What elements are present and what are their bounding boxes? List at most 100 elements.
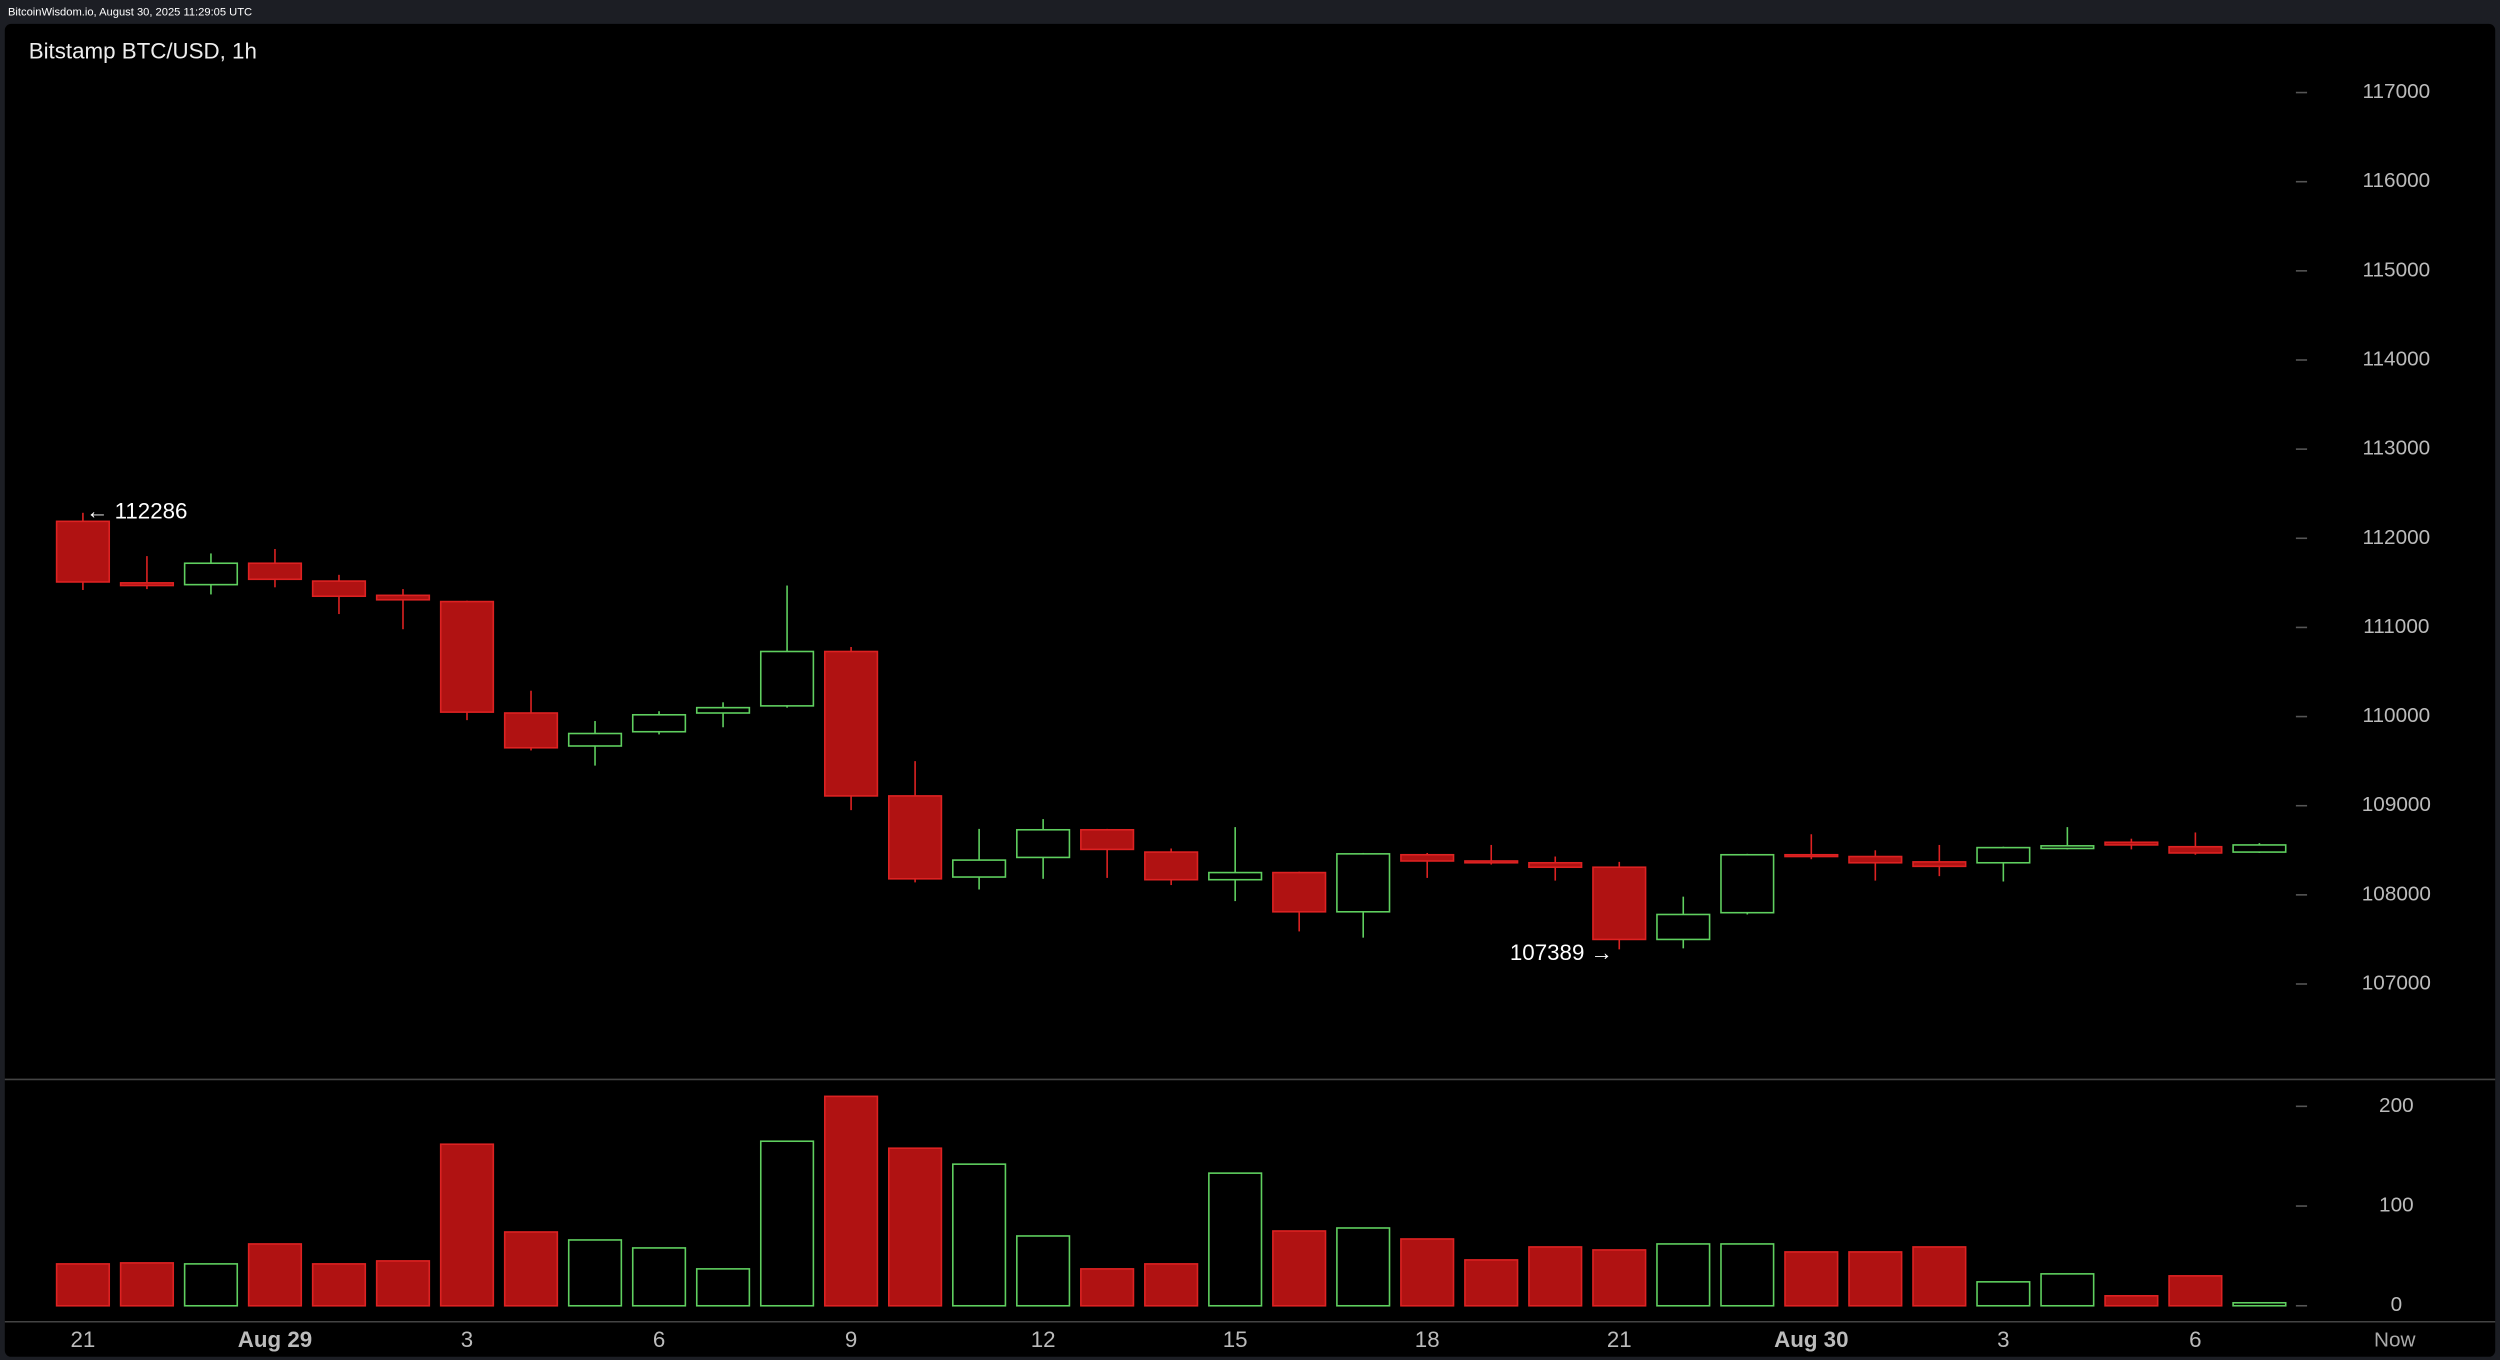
candle-body (55, 520, 111, 583)
volume-bar (247, 1243, 303, 1307)
candle-body (695, 706, 751, 714)
candle-body (759, 650, 815, 707)
volume-tick-label: 0 (2391, 1293, 2403, 1316)
x-tick-label: 3 (1997, 1327, 2009, 1352)
y-tick-label: 107000 (2362, 971, 2431, 994)
y-tick-label: 110000 (2363, 704, 2431, 727)
now-label: Now (2374, 1328, 2416, 1351)
volume-bar (2232, 1301, 2287, 1307)
volume-bar (1720, 1243, 1775, 1307)
candle-body (1272, 871, 1327, 913)
volume-bar (631, 1247, 687, 1307)
candle-body (375, 594, 431, 601)
candle-body (439, 600, 495, 713)
x-tick-label: Aug 30 (1774, 1327, 1848, 1352)
volume-bar (55, 1263, 111, 1307)
candle-body (567, 732, 623, 747)
volume-bar (1848, 1251, 1903, 1307)
y-tick-label: 109000 (2362, 793, 2431, 816)
candle-body (183, 562, 239, 586)
candle-body (1080, 828, 1135, 851)
header-text: BitcoinWisdom.io, August 30, 2025 11:29:… (8, 7, 252, 19)
volume-bar (503, 1231, 559, 1307)
chart-area (4, 23, 2496, 1357)
x-tick-label: 12 (1031, 1327, 1056, 1352)
volume-bar (1400, 1238, 1455, 1307)
volume-bar (1592, 1249, 1647, 1307)
volume-bar (311, 1263, 367, 1307)
y-tick-label: 112000 (2363, 526, 2431, 549)
volume-bar (1784, 1251, 1839, 1307)
volume-bar (375, 1260, 431, 1307)
volume-bar (2168, 1275, 2223, 1307)
y-tick-label: 116000 (2363, 169, 2431, 192)
candle-body (311, 580, 367, 598)
candle-body (1208, 871, 1263, 881)
x-tick-label: 6 (2189, 1327, 2201, 1352)
y-tick-label: 113000 (2363, 437, 2431, 460)
volume-bar (119, 1262, 175, 1307)
candle-body (119, 582, 175, 587)
y-tick-label: 114000 (2363, 347, 2431, 370)
x-tick-label: 15 (1223, 1327, 1248, 1352)
volume-bar (1656, 1243, 1711, 1307)
candle-body (2232, 844, 2287, 853)
volume-bar (567, 1239, 623, 1307)
price-annotation: 107389 → (1510, 940, 1613, 965)
volume-bar (2040, 1273, 2095, 1307)
candle-body (2040, 845, 2095, 850)
candle-body (1464, 860, 1519, 864)
candle-body (823, 650, 879, 797)
candle-body (1592, 866, 1647, 941)
x-tick-label: 21 (1607, 1327, 1632, 1352)
volume-bar (1144, 1263, 1199, 1307)
volume-bar (439, 1143, 495, 1307)
candle-body (1848, 855, 1903, 864)
volume-bar (1976, 1281, 2031, 1307)
x-tick-label: 6 (653, 1327, 665, 1352)
x-tick-label: 18 (1415, 1327, 1440, 1352)
volume-bar (1080, 1268, 1135, 1307)
volume-tick-label: 100 (2379, 1194, 2414, 1217)
x-tick-label: 9 (845, 1327, 857, 1352)
candle-body (1336, 853, 1391, 913)
candle-body (2168, 845, 2223, 854)
x-tick-label: 3 (461, 1327, 473, 1352)
y-tick-label: 115000 (2363, 258, 2431, 281)
candle-body (1720, 853, 1775, 914)
volume-bar (1528, 1246, 1583, 1307)
volume-bar (823, 1095, 879, 1307)
candle-body (1656, 913, 1711, 941)
volume-bar (695, 1268, 751, 1307)
candle-body (1976, 846, 2031, 864)
price-annotation: ← 112286 (86, 499, 187, 524)
candle-body (1784, 853, 1839, 858)
candle-body (887, 795, 943, 880)
candle-body (2104, 841, 2159, 846)
volume-bar (1208, 1172, 1263, 1307)
y-tick-label: 108000 (2362, 882, 2431, 905)
volume-tick-label: 200 (2379, 1094, 2414, 1117)
y-tick-label: 117000 (2363, 80, 2431, 103)
volume-bar (1272, 1230, 1327, 1307)
volume-bar (1912, 1246, 1967, 1307)
candle-body (1400, 853, 1455, 862)
candle-body (247, 562, 303, 581)
y-tick-label: 111000 (2363, 615, 2429, 638)
candle-body (1528, 861, 1583, 869)
volume-bar (1016, 1235, 1071, 1307)
candle-body (631, 713, 687, 733)
volume-bar (759, 1140, 815, 1307)
volume-bar (952, 1163, 1007, 1307)
candle-body (1016, 828, 1071, 859)
volume-bar (887, 1147, 943, 1307)
x-tick-label: Aug 29 (238, 1327, 312, 1352)
x-tick-label: 21 (71, 1327, 96, 1352)
candle-body (952, 859, 1007, 878)
volume-bar (183, 1263, 239, 1307)
volume-bar (1336, 1227, 1391, 1307)
candle-body (1912, 861, 1967, 868)
volume-bar (1464, 1259, 1519, 1307)
volume-bar (2104, 1295, 2159, 1307)
